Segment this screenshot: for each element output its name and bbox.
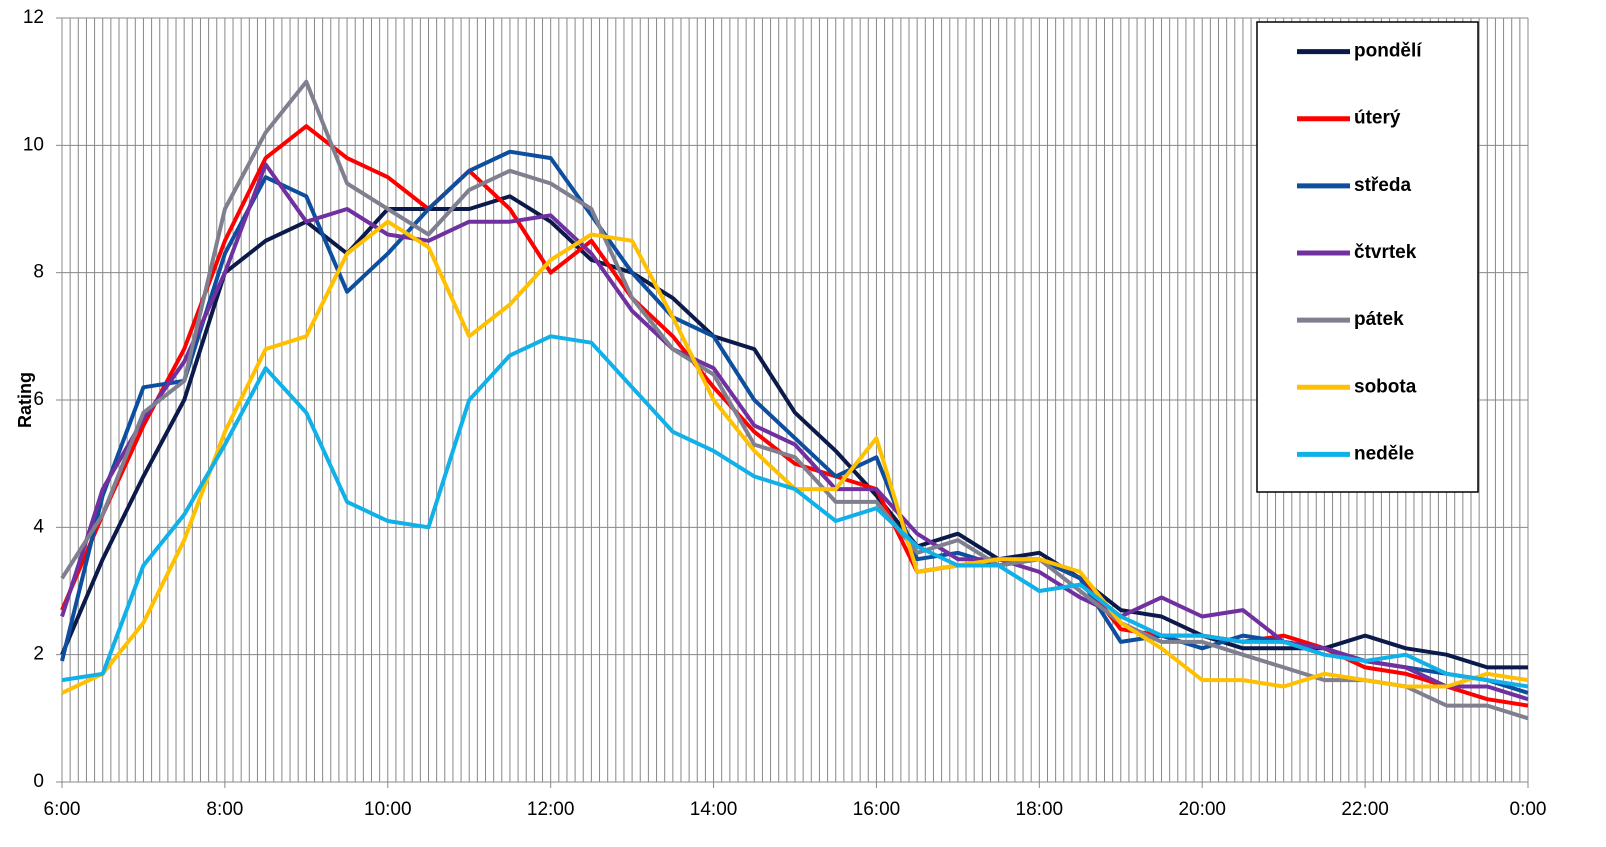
x-tick-label: 22:00 bbox=[1341, 799, 1389, 820]
x-tick-label: 20:00 bbox=[1178, 799, 1226, 820]
y-tick-label: 0 bbox=[33, 771, 44, 792]
series-line bbox=[60, 124, 1529, 708]
x-tick-label: 6:00 bbox=[44, 799, 81, 820]
x-tick-label: 12:00 bbox=[527, 799, 575, 820]
legend-label: čtvrtek bbox=[1354, 242, 1417, 263]
x-tick-label: 0:00 bbox=[1510, 799, 1547, 820]
x-tick-label: 10:00 bbox=[364, 799, 412, 820]
x-tick-label: 18:00 bbox=[1016, 799, 1064, 820]
y-tick-label: 12 bbox=[23, 7, 44, 28]
x-tick-label: 8:00 bbox=[206, 799, 243, 820]
y-tick-label: 4 bbox=[33, 516, 44, 537]
x-tick-label: 16:00 bbox=[853, 799, 901, 820]
y-tick-label: 2 bbox=[33, 644, 44, 665]
legend-label: neděle bbox=[1354, 443, 1414, 464]
legend-label: pondělí bbox=[1354, 41, 1422, 62]
y-tick-label: 8 bbox=[33, 262, 44, 283]
y-tick-label: 10 bbox=[23, 134, 44, 155]
legend-label: sobota bbox=[1354, 376, 1417, 397]
y-tick-label: 6 bbox=[33, 389, 44, 410]
y-axis-label: Rating bbox=[15, 372, 35, 428]
legend: pondělí úterý středa čtvrtek pátek sobota nedě… bbox=[1256, 21, 1479, 493]
x-tick-label: 14:00 bbox=[690, 799, 738, 820]
series-line bbox=[60, 79, 1529, 721]
legend-box bbox=[1256, 21, 1479, 493]
series-line bbox=[61, 334, 1529, 689]
legend-label: pátek bbox=[1354, 309, 1404, 330]
legend-label: úterý bbox=[1354, 108, 1401, 129]
legend-label: středa bbox=[1354, 175, 1411, 196]
